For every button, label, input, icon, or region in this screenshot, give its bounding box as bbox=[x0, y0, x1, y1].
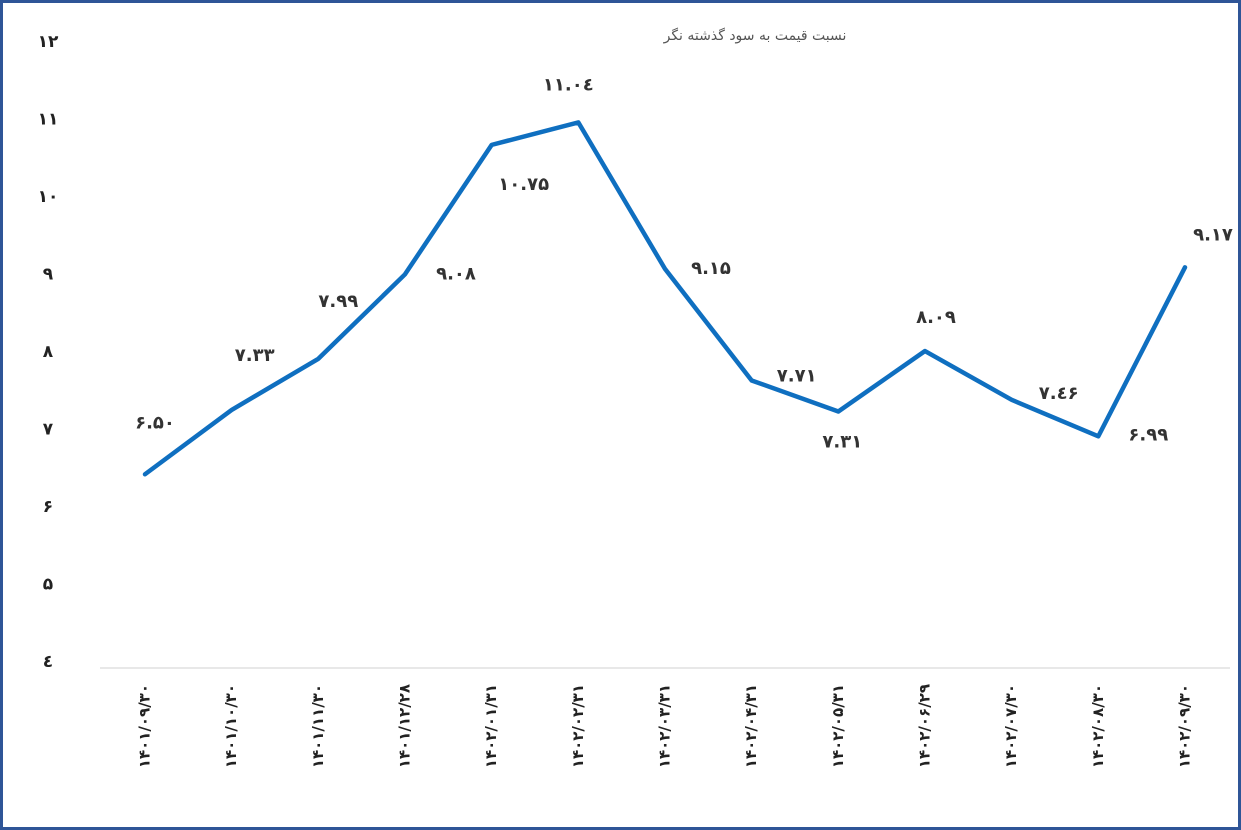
x-tick-label: ۱۴۰۲/۰۷/۳۰ bbox=[1002, 684, 1020, 768]
y-tick-label: ۱۲ bbox=[38, 32, 59, 52]
data-label: ۸.۰۹ bbox=[916, 307, 956, 328]
y-tick-label: ۱۰ bbox=[38, 187, 59, 207]
data-label: ۱۱.۰٤ bbox=[543, 74, 594, 95]
x-tick-label: ۱۴۰۲/۰۶/۲۹ bbox=[916, 684, 934, 768]
data-label: ۹.۱۵ bbox=[691, 258, 731, 279]
data-label: ۷.۷۱ bbox=[777, 365, 817, 386]
y-tick-label: ۵ bbox=[43, 575, 53, 595]
x-tick-label: ۱۴۰۲/۰۲/۳۱ bbox=[569, 684, 587, 768]
data-label: ۷.۳۳ bbox=[235, 345, 275, 366]
y-tick-label: ۶ bbox=[43, 497, 53, 517]
y-tick-label: ۹ bbox=[43, 265, 54, 285]
x-tick-label: ۱۴۰۱/۱۰/۳۰ bbox=[222, 684, 240, 768]
y-tick-label: ۱۱ bbox=[38, 110, 59, 130]
x-tick-label: ۱۴۰۲/۰۵/۳۱ bbox=[829, 684, 847, 768]
x-tick-label: ۱۴۰۲/۰۱/۳۱ bbox=[482, 684, 500, 768]
data-label: ۷.۳۱ bbox=[822, 431, 862, 452]
data-label: ۶.۹۹ bbox=[1128, 424, 1168, 445]
data-label: ۷.٤۶ bbox=[1039, 383, 1079, 404]
chart-title: نسبت قیمت به سود گذشته نگر bbox=[663, 27, 847, 44]
y-tick-label: ۸ bbox=[43, 342, 54, 362]
x-tick-label: ۱۴۰۲/۰۳/۳۱ bbox=[656, 684, 674, 768]
x-tick-label: ۱۴۰۲/۰۹/۳۰ bbox=[1176, 684, 1194, 768]
data-label: ۹.۱۷ bbox=[1193, 224, 1233, 245]
y-tick-label: ٤ bbox=[43, 652, 53, 672]
y-tick-label: ۷ bbox=[43, 420, 54, 440]
x-tick-label: ۱۴۰۲/۰۴/۳۱ bbox=[742, 684, 760, 768]
series-line bbox=[142, 120, 1188, 477]
x-tick-label: ۱۴۰۱/۱۱/۳۰ bbox=[309, 684, 327, 768]
data-label: ۱۰.۷۵ bbox=[498, 174, 549, 195]
data-label: ۶.۵۰ bbox=[135, 412, 175, 433]
x-tick-label: ۱۴۰۱/۱۲/۲۸ bbox=[396, 684, 414, 768]
data-label: ۷.۹۹ bbox=[318, 291, 358, 312]
x-tick-label: ۱۴۰۱/۰۹/۳۰ bbox=[136, 684, 154, 768]
data-label: ۹.۰۸ bbox=[436, 263, 476, 284]
x-tick-label: ۱۴۰۲/۰۸/۳۰ bbox=[1089, 684, 1107, 768]
